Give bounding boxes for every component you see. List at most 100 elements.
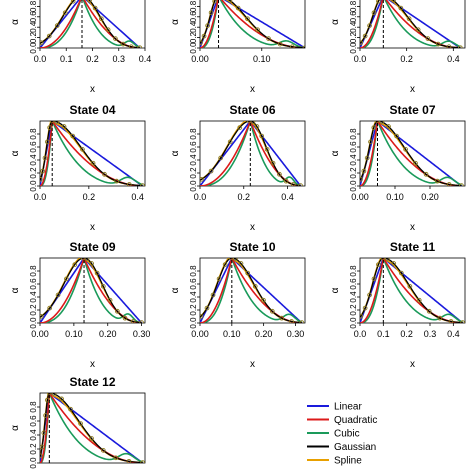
data-point <box>210 292 216 298</box>
data-point <box>299 320 305 323</box>
x-tick-label: 0.2 <box>86 54 99 64</box>
legend-label-spline: Spline <box>334 456 362 467</box>
data-point <box>459 183 464 186</box>
data-point <box>416 297 422 303</box>
y-tick-label: 0.6 <box>29 11 38 23</box>
series-spline-line <box>40 258 142 323</box>
data-point <box>140 460 145 463</box>
y-tick-label: 0.6 <box>349 11 358 23</box>
plot-frame <box>359 0 466 49</box>
data-point <box>204 305 210 311</box>
data-point <box>218 155 223 161</box>
data-point <box>448 319 454 323</box>
data-point <box>114 308 120 314</box>
data-point <box>40 313 44 319</box>
data-point <box>252 284 258 289</box>
y-tick-label: 0.2 <box>29 167 38 179</box>
series-linear-line <box>360 0 461 48</box>
data-point <box>49 121 55 124</box>
data-point <box>376 262 381 267</box>
series-spline-line <box>360 0 461 48</box>
y-tick-label: 0.4 <box>29 291 38 303</box>
data-point <box>406 16 412 22</box>
x-tick-label: 0.4 <box>281 192 294 202</box>
data-point <box>264 147 270 152</box>
plot-frame <box>39 257 146 324</box>
x-tick-label: 0.20 <box>421 192 439 202</box>
data-point <box>379 121 385 125</box>
series-gaussian-line <box>40 393 143 463</box>
data-point <box>87 0 92 3</box>
series-gaussian-line <box>200 121 301 186</box>
x-tick-label: 0.20 <box>255 329 273 339</box>
data-point <box>64 276 69 282</box>
data-point <box>94 270 100 276</box>
y-tick-label: 0.8 <box>29 128 38 140</box>
y-tick-label: 0.0 <box>349 42 358 54</box>
x-tick-label: 0.10 <box>386 192 404 202</box>
x-axis-label: x <box>250 84 255 95</box>
data-point <box>394 133 399 139</box>
data-point <box>227 0 233 3</box>
series-gaussian-line <box>360 258 463 323</box>
x-axis-label: x <box>250 359 255 370</box>
x-tick-label: 0.0 <box>194 192 207 202</box>
data-point <box>41 430 47 436</box>
data-point <box>457 45 463 48</box>
x-tick-label: 0.00 <box>351 192 369 202</box>
data-point <box>61 124 67 129</box>
data-point <box>302 45 305 48</box>
data-point <box>126 458 132 463</box>
data-point <box>279 315 285 321</box>
plot-area <box>40 393 145 463</box>
series-gaussian-line <box>200 258 302 323</box>
data-point <box>54 23 60 28</box>
data-point <box>130 319 136 323</box>
data-point <box>47 125 52 130</box>
data-point <box>254 124 260 129</box>
plot-area <box>40 121 145 186</box>
plot-frame <box>39 392 146 464</box>
y-tick-label: 0.0 <box>189 317 198 329</box>
data-point <box>255 27 260 33</box>
data-point <box>415 27 421 33</box>
data-point <box>362 33 368 39</box>
x-tick-label: 0.0 <box>34 54 47 64</box>
y-tick-label: 0.4 <box>29 154 38 166</box>
x-tick-label: 0.4 <box>139 54 152 64</box>
x-axis-label: x <box>90 222 95 233</box>
y-tick-label: 0.4 <box>349 21 358 33</box>
y-tick-label: 0.6 <box>349 141 358 153</box>
data-point <box>59 396 64 402</box>
series-gaussian-line <box>40 0 140 48</box>
y-tick-label: 0.2 <box>29 31 38 43</box>
y-tick-label: 0.0 <box>29 180 38 192</box>
x-tick-label: 0.4 <box>447 54 460 64</box>
data-point <box>89 261 94 266</box>
y-tick-label: 0.4 <box>189 21 198 33</box>
data-point <box>376 0 381 4</box>
data-point <box>84 258 90 262</box>
data-point <box>126 182 132 186</box>
data-point <box>222 262 228 267</box>
plot-frame <box>39 120 146 187</box>
x-tick-label: 0.4 <box>131 192 144 202</box>
data-point <box>55 292 61 298</box>
x-tick-label: 0.2 <box>400 54 413 64</box>
x-tick-label: 0.00 <box>191 329 209 339</box>
data-point <box>245 16 250 22</box>
plot-area <box>200 121 303 186</box>
x-axis-label: x <box>250 222 255 233</box>
y-tick-label: 0.8 <box>29 0 38 12</box>
data-point <box>391 261 397 266</box>
data-point <box>47 305 53 311</box>
y-tick-label: 0.4 <box>29 429 38 441</box>
x-axis-label: x <box>90 84 95 95</box>
data-point <box>407 284 413 289</box>
y-tick-label: 0.6 <box>29 141 38 153</box>
y-axis-label: α <box>170 19 181 25</box>
y-tick-label: 0.4 <box>189 291 198 303</box>
series-gaussian-line <box>40 258 142 323</box>
data-point <box>426 308 432 314</box>
x-axis-label: x <box>410 359 415 370</box>
